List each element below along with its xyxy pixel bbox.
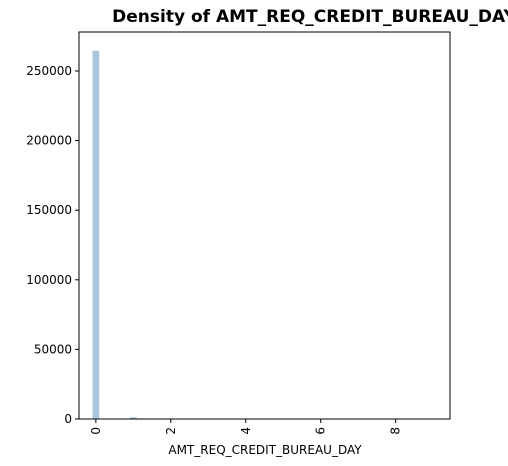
x-axis-label: AMT_REQ_CREDIT_BUREAU_DAY — [168, 443, 362, 457]
bars-group — [92, 50, 437, 419]
x-tick-label: 6 — [314, 427, 328, 435]
histogram-bar — [129, 417, 137, 419]
x-tick-label: 0 — [89, 427, 103, 435]
y-tick-label: 250000 — [26, 64, 72, 78]
y-tick-label: 100000 — [26, 273, 72, 287]
x-tick-label: 4 — [239, 427, 253, 435]
x-tick-label: 8 — [389, 427, 403, 435]
y-tick-label: 200000 — [26, 134, 72, 148]
y-tick-label: 150000 — [26, 203, 72, 217]
chart-title: Density of AMT_REQ_CREDIT_BUREAU_DAY — [112, 7, 508, 27]
plot-frame — [78, 31, 451, 420]
y-tick-label: 0 — [64, 412, 72, 426]
histogram-bar — [92, 50, 100, 419]
x-axis: 0 2 4 6 8 — [89, 419, 403, 435]
y-tick-label: 50000 — [34, 342, 72, 356]
x-tick-label: 2 — [164, 427, 178, 435]
y-axis: 0 50000 100000 150000 200000 250000 — [26, 64, 79, 426]
